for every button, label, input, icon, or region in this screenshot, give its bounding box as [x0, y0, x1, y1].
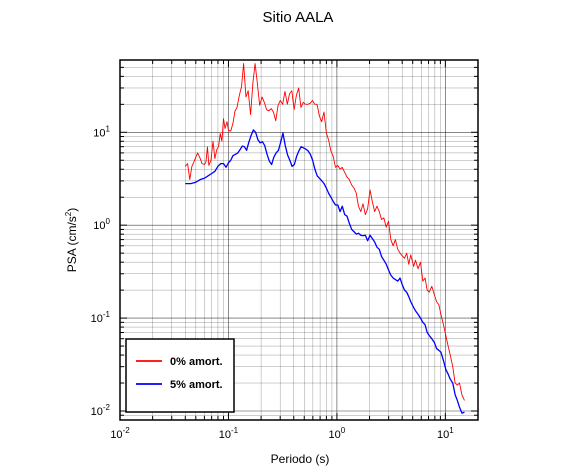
x-tick-label-exponent: -1: [231, 426, 239, 435]
x-tick-label-base: 10: [219, 429, 231, 441]
y-tick-label-exponent: 0: [106, 217, 111, 226]
grid-lines: [119, 59, 479, 421]
plot-frame: [119, 59, 479, 421]
y-tick-label-exponent: -2: [103, 403, 111, 412]
x-tick-label: 10-1: [219, 426, 239, 441]
y-tick-label-base: 10: [93, 127, 105, 139]
y-tick-label-base: 10: [93, 220, 105, 232]
x-tick-label-exponent: 0: [341, 426, 346, 435]
y-axis-label-close: ): [65, 208, 79, 212]
x-tick-label-exponent: -2: [123, 426, 131, 435]
y-axis-label-exponent: 2: [64, 211, 73, 216]
x-tick-label: 101: [437, 426, 454, 441]
x-tick-labels: 10-2 10-1 100 101: [110, 426, 454, 441]
x-tick-label: 10-2: [110, 426, 130, 441]
legend-label-series-1: 5% amort.: [170, 379, 223, 391]
legend-label-series-0: 0% amort.: [170, 356, 223, 368]
x-tick-label-base: 10: [437, 429, 449, 441]
x-tick-label-exponent: 1: [449, 426, 454, 435]
x-tick-label-base: 10: [329, 429, 341, 441]
chart-title: Sitio AALA: [263, 9, 334, 26]
y-axis-label: PSA (cm/s2): [64, 208, 79, 272]
y-tick-label: 100: [93, 217, 110, 232]
y-tick-label-base: 10: [91, 313, 103, 325]
y-tick-label: 101: [93, 124, 110, 139]
legend: 0% amort. 5% amort.: [125, 338, 235, 413]
y-tick-label-exponent: 1: [106, 124, 111, 133]
y-tick-label: 10-1: [91, 310, 111, 325]
y-tick-label: 10-2: [91, 403, 111, 418]
svg-text:PSA (cm/s2): PSA (cm/s2): [64, 208, 79, 272]
legend-box: [125, 338, 235, 413]
x-tick-label-base: 10: [110, 429, 122, 441]
y-axis-label-text: PSA (cm/s: [65, 216, 79, 272]
y-tick-label-base: 10: [91, 406, 103, 418]
x-axis-label: Periodo (s): [271, 452, 330, 466]
y-tick-label-exponent: -1: [103, 310, 111, 319]
series-lines: [184, 63, 465, 414]
series-line-0: [184, 63, 465, 401]
x-tick-label: 100: [329, 426, 346, 441]
series-line-1: [185, 129, 465, 414]
